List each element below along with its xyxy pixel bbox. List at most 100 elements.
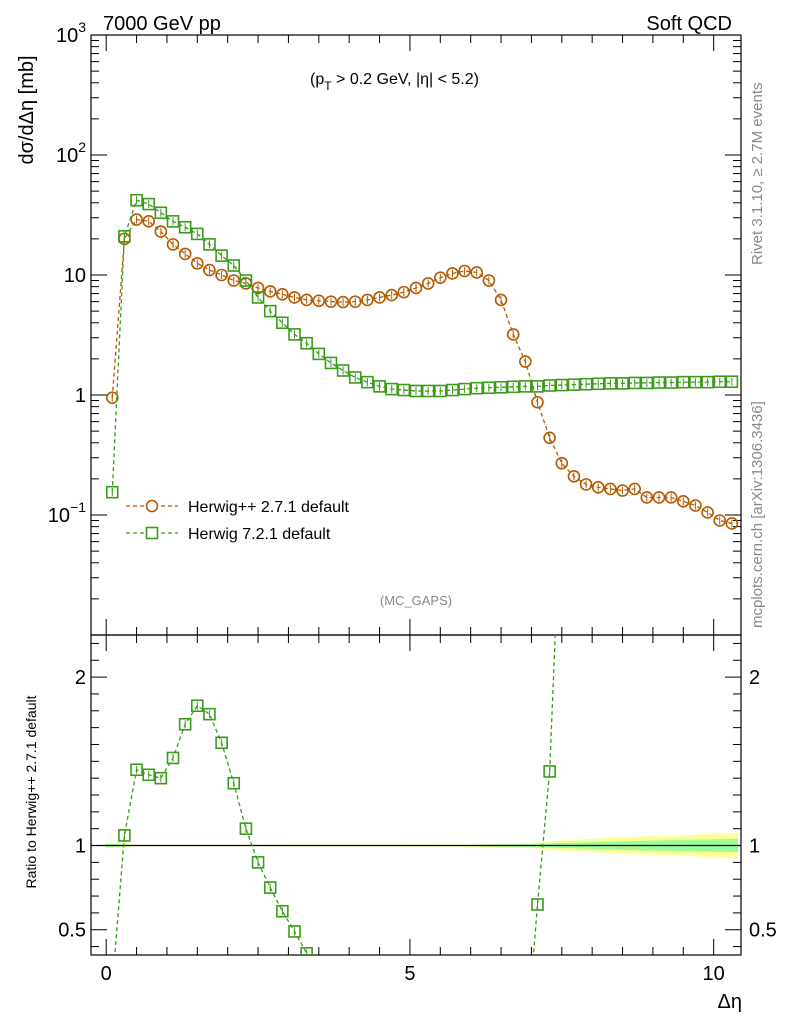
data-point-herwig7	[239, 274, 253, 287]
data-point-herwig7	[628, 376, 641, 390]
ratio-point-herwig7	[300, 947, 313, 955]
data-point-herwigpp	[385, 288, 399, 302]
data-point-herwigpp	[421, 277, 435, 290]
data-point-herwigpp	[105, 391, 119, 404]
legend-marker-herwigpp	[145, 499, 159, 513]
data-point-herwigpp	[288, 291, 301, 304]
ratio-point-herwig7	[118, 829, 131, 842]
data-point-herwig7	[579, 377, 593, 391]
y-tick-label: 10−1	[48, 499, 86, 527]
data-point-herwigpp	[616, 484, 629, 497]
ratio-y-tick-label-left: 0.5	[58, 920, 86, 942]
data-point-herwig7	[640, 376, 654, 390]
ratio-y-tick-label-left: 2	[75, 667, 86, 689]
data-point-herwig7	[361, 375, 374, 389]
ratio-point-herwig7	[288, 925, 301, 938]
ratio-series	[114, 635, 556, 955]
data-point-herwig7	[409, 384, 423, 398]
x-tick-label: 5	[404, 963, 415, 985]
side-label-mcplots: mcplots.cern.ch [arXiv:1306.3436]	[749, 401, 766, 628]
data-point-herwig7	[725, 375, 739, 389]
x-tick-label: 0	[101, 963, 112, 985]
y-tick-label: 1	[75, 385, 86, 407]
ratio-point-herwig7	[543, 765, 556, 778]
data-point-herwigpp	[373, 291, 386, 304]
data-point-herwigpp	[142, 215, 156, 228]
data-point-herwig7	[664, 376, 678, 389]
data-point-herwig7	[470, 381, 484, 395]
cuts-label: (pT > 0.2 GeV, |η| < 5.2)	[310, 71, 479, 93]
data-point-herwigpp	[178, 247, 192, 261]
ratio-y-tick-label-left: 1	[75, 836, 86, 858]
data-point-herwigpp	[701, 506, 714, 519]
data-point-herwig7	[348, 371, 362, 384]
data-point-herwig7	[385, 382, 399, 396]
ratio-point-herwig7	[215, 736, 228, 750]
data-point-herwig7	[166, 215, 180, 228]
data-point-herwig7	[288, 328, 301, 341]
data-point-herwigpp	[725, 517, 739, 530]
legend-item-herwigpp: Herwig++ 2.7.1 default	[126, 499, 350, 516]
legend-item-herwig7: Herwig 7.2.1 default	[126, 526, 331, 543]
analysis-tag: (MC_GAPS)	[380, 593, 452, 608]
data-point-herwigpp	[713, 514, 727, 527]
data-point-herwigpp	[166, 238, 180, 251]
data-point-herwigpp	[458, 264, 471, 278]
data-point-herwig7	[251, 291, 265, 304]
data-point-herwigpp	[336, 295, 350, 309]
data-point-herwig7	[494, 380, 508, 394]
y-tick-label: 102	[56, 139, 86, 167]
y-tick-label: 103	[56, 19, 86, 47]
data-point-herwig7	[482, 381, 496, 395]
x-tick-labels: 0 5 10	[101, 963, 725, 985]
data-point-herwig7	[433, 384, 447, 398]
data-point-herwig7	[689, 375, 702, 389]
legend-label-herwig7: Herwig 7.2.1 default	[188, 526, 331, 543]
header-left: 7000 GeV pp	[103, 13, 221, 35]
ratio-y-tick-label-right: 2	[749, 667, 760, 689]
ratio-point-herwig7	[130, 763, 143, 777]
data-point-herwigpp	[664, 491, 678, 504]
data-point-herwigpp	[191, 257, 204, 270]
main-series	[105, 193, 739, 530]
data-point-herwigpp	[251, 281, 265, 295]
data-point-herwigpp	[482, 274, 496, 287]
data-point-herwigpp	[446, 267, 459, 280]
data-point-herwig7	[373, 380, 386, 393]
data-point-herwigpp	[628, 482, 641, 496]
data-point-herwigpp	[652, 491, 666, 504]
data-point-herwigpp	[300, 293, 313, 307]
data-point-herwigpp	[276, 288, 289, 301]
main-panel-frame	[90, 34, 742, 636]
ratio-y-tick-label-right: 1	[749, 836, 760, 858]
data-point-herwigpp	[506, 328, 520, 341]
legend-marker-herwig7	[145, 526, 159, 540]
series-line-herwigpp	[111, 218, 733, 525]
ratio-point-herwig7	[178, 717, 192, 731]
ratio-y-tick-labels: 0.5 0.5 1 1 2 2	[58, 667, 777, 942]
ratio-point-herwig7	[203, 707, 216, 721]
legend: Herwig++ 2.7.1 default Herwig 7.2.1 defa…	[126, 499, 350, 543]
y-tick-label: 10	[64, 265, 86, 287]
data-point-herwigpp	[591, 481, 605, 494]
data-point-herwig7	[567, 378, 581, 391]
data-point-herwigpp	[227, 274, 241, 287]
data-point-herwig7	[191, 227, 204, 241]
header-right: Soft QCD	[646, 13, 732, 35]
data-point-herwig7	[324, 356, 338, 370]
main-panel-ticks	[91, 34, 741, 636]
data-point-herwigpp	[361, 293, 374, 307]
data-point-herwigpp	[567, 470, 581, 483]
data-point-herwig7	[276, 316, 289, 330]
cuts-subscript: T	[324, 79, 332, 93]
data-point-herwigpp	[470, 266, 484, 279]
data-point-herwig7	[312, 347, 326, 361]
data-point-herwigpp	[604, 482, 617, 496]
data-point-herwig7	[105, 485, 119, 499]
cuts-rest: > 0.2 GeV, |η| < 5.2)	[332, 71, 479, 88]
data-point-herwigpp	[312, 294, 326, 308]
data-point-herwigpp	[543, 431, 556, 445]
data-point-herwigpp	[409, 281, 423, 295]
data-point-herwigpp	[433, 271, 447, 284]
ratio-point-herwig7	[227, 776, 241, 790]
